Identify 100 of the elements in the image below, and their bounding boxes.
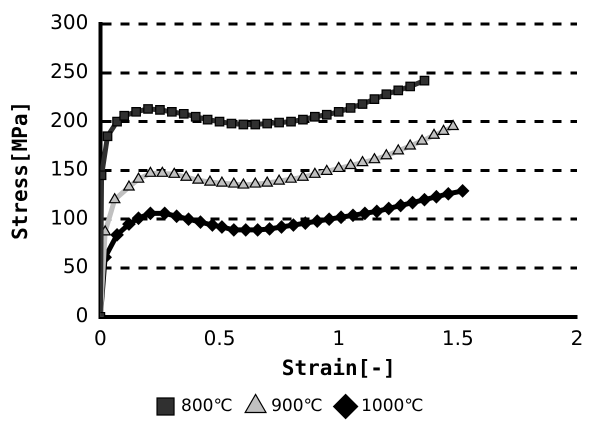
point (392, 144, 404, 154)
point (382, 89, 392, 100)
point (430, 190, 443, 204)
point (274, 118, 284, 128)
point (442, 187, 455, 200)
point (332, 162, 344, 172)
point (238, 178, 250, 189)
point (416, 134, 428, 145)
point (192, 174, 204, 184)
point (182, 212, 196, 226)
point (428, 128, 440, 139)
point (180, 170, 192, 181)
point (273, 174, 285, 185)
point (238, 120, 248, 130)
point (285, 172, 297, 183)
point (167, 107, 177, 117)
point (216, 176, 228, 187)
point (368, 153, 380, 164)
point (344, 158, 356, 170)
point (406, 196, 420, 210)
point (274, 220, 288, 234)
point (119, 110, 130, 121)
point (418, 193, 432, 206)
y-axis-title: Stress[MPa] (8, 100, 32, 240)
x-axis-title: Strain[-] (282, 356, 396, 380)
point (239, 223, 252, 237)
point (346, 103, 356, 113)
point (394, 198, 408, 212)
x-tick-label: 1.5 (442, 326, 474, 350)
point (370, 94, 380, 104)
y-tick-label: 150 (50, 156, 88, 181)
point (358, 206, 372, 220)
point (356, 156, 368, 166)
point (420, 76, 430, 86)
point (370, 204, 384, 218)
point (298, 216, 312, 230)
point (310, 214, 324, 228)
point (190, 112, 201, 122)
y-tick-label: 50 (62, 254, 88, 278)
point (405, 82, 416, 92)
point (110, 228, 124, 242)
point (286, 116, 296, 126)
point (206, 218, 219, 232)
point (297, 170, 309, 181)
point (358, 99, 368, 109)
point (214, 116, 224, 126)
y-tick-label: 200 (50, 108, 88, 132)
point (112, 116, 122, 126)
point (202, 114, 212, 124)
x-tick-label: 2 (570, 326, 584, 350)
point (262, 222, 276, 236)
point (102, 131, 112, 142)
point (122, 217, 136, 231)
y-tick-label: 300 (50, 10, 88, 34)
point (131, 107, 141, 117)
point (215, 220, 229, 234)
point (262, 118, 272, 128)
point (438, 124, 450, 135)
point (309, 168, 321, 178)
y-tick-label: 0 (76, 303, 88, 328)
legend-label: 900℃ (271, 396, 323, 416)
y-tick-label: 250 (50, 59, 88, 84)
y-tick-label: 100 (50, 205, 88, 230)
point (447, 120, 459, 130)
x-tick-label: 0 (94, 326, 107, 350)
point (168, 168, 180, 178)
point (156, 166, 168, 177)
point (226, 118, 236, 128)
point (250, 120, 260, 130)
point (144, 166, 156, 177)
point (143, 104, 153, 114)
point (286, 218, 300, 232)
point (158, 206, 172, 220)
point (310, 112, 320, 122)
point (298, 114, 308, 124)
point (108, 193, 120, 204)
point (178, 108, 189, 119)
point (132, 172, 144, 183)
point (228, 177, 240, 188)
point (322, 212, 336, 226)
x-tick-label: 1 (332, 326, 346, 350)
legend-label: 800℃ (181, 396, 233, 416)
point (380, 149, 392, 160)
point (123, 180, 135, 191)
point (322, 110, 332, 120)
point (334, 107, 344, 117)
point (261, 176, 273, 187)
point (393, 86, 404, 96)
point (346, 208, 360, 222)
point (251, 223, 264, 237)
point (382, 202, 396, 216)
x-tick-label: 0.5 (204, 326, 236, 350)
point (334, 210, 348, 224)
point (204, 176, 216, 186)
point (227, 223, 240, 237)
legend-label: 1000℃ (361, 396, 424, 416)
point (320, 164, 333, 175)
point (404, 139, 416, 150)
point (249, 177, 262, 188)
point (155, 105, 165, 115)
